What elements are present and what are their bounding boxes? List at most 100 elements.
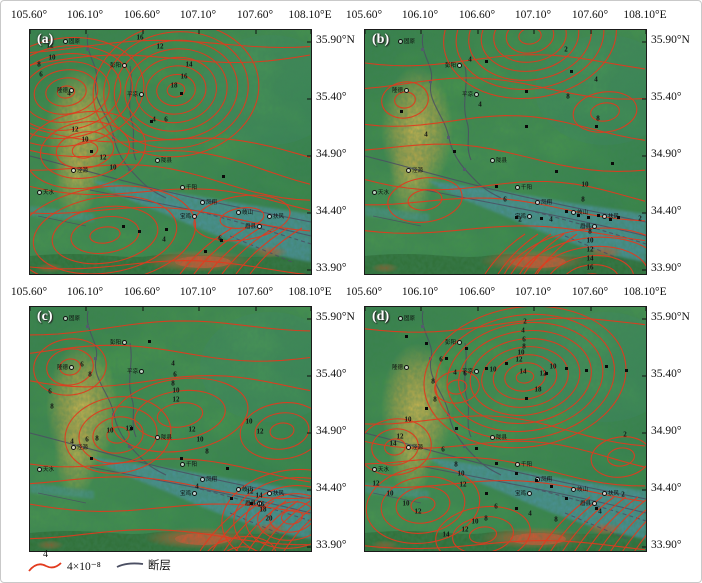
lat-axis-label: 35.90°N: [651, 34, 690, 46]
contour-value-label: 10: [457, 469, 465, 478]
city-label: 陇县: [155, 433, 172, 441]
contour-value-label: 18: [259, 505, 267, 514]
contour-value-label: 14: [185, 60, 193, 69]
city-name: 泾源: [412, 168, 424, 174]
contour-value-label: 12: [539, 369, 547, 378]
lon-axis-label: 105.60°: [345, 286, 383, 298]
contour-value-label: 10: [386, 489, 394, 498]
city-label: 隆德: [392, 86, 410, 94]
station-marker-icon: [455, 427, 458, 430]
city-dot-icon: [71, 167, 76, 173]
city-name: 千阳: [521, 185, 533, 191]
city-dot-icon: [180, 461, 185, 467]
city-dot-icon: [398, 315, 403, 321]
city-label: 彭阳: [110, 61, 128, 69]
city-dot-icon: [69, 87, 75, 93]
city-name: 天水: [43, 190, 55, 196]
city-name: 固原: [404, 316, 416, 322]
contour-value-label: 8: [522, 342, 526, 351]
city-dot-icon: [192, 213, 198, 219]
city-label: 隆德: [392, 363, 410, 371]
city-name: 天水: [378, 467, 390, 473]
city-dot-icon: [592, 223, 598, 229]
contour-value-label: 2: [623, 430, 627, 439]
city-label: 平凉: [462, 367, 480, 375]
station-marker-icon: [230, 497, 233, 500]
city-name: 千阳: [186, 462, 198, 468]
city-label: 凤翔: [535, 198, 552, 206]
contour-value-label: 12: [188, 425, 196, 434]
city-name: 平凉: [127, 369, 139, 375]
contour-value-label: 10: [106, 426, 114, 435]
city-label: 陇县: [155, 156, 172, 164]
city-name: 隆德: [392, 88, 404, 94]
station-marker-icon: [587, 216, 590, 219]
station-marker-icon: [495, 185, 498, 188]
station-marker-icon: [220, 239, 223, 242]
contour-value-label: 6: [85, 435, 89, 444]
station-marker-icon: [595, 507, 598, 510]
city-label: 平凉: [462, 90, 480, 98]
lat-axis-label: 35.90°N: [316, 311, 355, 323]
city-name: 固原: [69, 316, 81, 322]
contour-value-label: 2: [564, 45, 568, 54]
contour-value-label: 16: [136, 33, 144, 42]
city-dot-icon: [602, 490, 607, 496]
contour-value-label: 10: [81, 135, 89, 144]
contour-overlay: [30, 30, 311, 274]
city-name: 天水: [378, 190, 390, 196]
contour-value-label: 6: [503, 195, 507, 204]
city-name: 隆德: [57, 365, 69, 371]
city-dot-icon: [592, 500, 598, 506]
city-label: 千阳: [515, 183, 532, 191]
contour-value-label: 4: [424, 130, 428, 139]
station-marker-icon: [453, 150, 456, 153]
city-dot-icon: [535, 199, 540, 205]
city-name: 泾源: [412, 445, 424, 451]
city-name: 宝鸡: [515, 491, 527, 497]
contour-value-label: 8: [554, 515, 558, 524]
city-name: 泾源: [77, 168, 89, 174]
lat-axis-label: 33.90°: [316, 262, 347, 274]
contour-value-label: 12: [172, 395, 180, 404]
contour-line-sample-icon: [28, 562, 62, 572]
city-dot-icon: [63, 38, 68, 44]
city-label: 千阳: [180, 460, 197, 468]
lat-axis-label: 33.90°: [316, 539, 347, 551]
lon-axis-label: 106.60°: [123, 286, 161, 298]
city-dot-icon: [139, 368, 145, 374]
station-marker-icon: [617, 216, 620, 219]
station-marker-icon: [597, 214, 600, 217]
city-name: 岐山: [242, 487, 254, 493]
station-marker-icon: [485, 492, 488, 495]
city-label: 陇县: [490, 433, 507, 441]
city-dot-icon: [474, 368, 480, 374]
lat-axis-label: 34.90°: [316, 425, 347, 437]
lon-axis-label: 107.10°: [179, 286, 217, 298]
station-marker-icon: [525, 397, 528, 400]
station-marker-icon: [505, 362, 508, 365]
contour-value-label: 4: [478, 100, 482, 109]
contour-overlay: [30, 307, 311, 551]
lon-axis-label: 108.10°E: [623, 286, 667, 298]
contour-value-label: 6: [164, 115, 168, 124]
station-marker-icon: [150, 120, 153, 123]
lat-axis-label: 34.40°: [316, 205, 347, 217]
city-label: 岐山: [236, 208, 253, 216]
city-name: 平凉: [462, 92, 474, 98]
city-dot-icon: [406, 167, 411, 173]
lon-axis-label: 107.10°: [179, 9, 217, 21]
lon-axis-label: 107.10°: [514, 286, 552, 298]
city-dot-icon: [372, 189, 377, 195]
city-name: 扶风: [608, 491, 620, 497]
contour-value-label: 8: [454, 460, 458, 469]
contour-value-label: 6: [441, 445, 445, 454]
legend-contour-item: 4 4×10⁻⁸: [27, 549, 101, 575]
contour-value-label: 12: [372, 479, 380, 488]
city-name: 凤翔: [541, 477, 553, 483]
city-dot-icon: [515, 184, 520, 190]
lon-axis-label: 107.60°: [571, 286, 609, 298]
station-marker-icon: [425, 342, 428, 345]
station-marker-icon: [485, 60, 488, 63]
contour-value-label: 8: [88, 370, 92, 379]
